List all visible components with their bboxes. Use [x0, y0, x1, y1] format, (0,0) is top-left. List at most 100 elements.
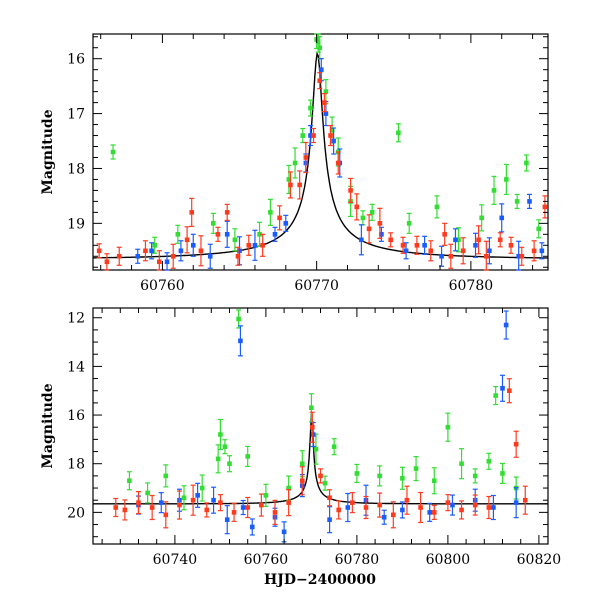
data-point-blue: [345, 492, 351, 523]
data-point-red: [260, 233, 266, 257]
point-marker: [215, 456, 221, 462]
point-marker: [164, 259, 170, 265]
top-panel-y-axis-label: Magnitude: [40, 109, 56, 194]
point-marker: [127, 478, 132, 484]
data-point-red: [245, 496, 251, 519]
point-marker: [317, 45, 323, 51]
point-marker: [310, 424, 315, 430]
data-point-green: [232, 228, 238, 252]
data-point-red: [231, 502, 237, 522]
point-marker: [379, 232, 384, 237]
y-tick-label: 12: [67, 311, 85, 327]
data-point-blue: [195, 482, 201, 508]
data-point-red: [149, 494, 155, 521]
point-marker: [522, 497, 528, 503]
x-tick-label: 60760: [140, 278, 185, 294]
point-marker: [315, 39, 321, 45]
data-point-green: [395, 123, 401, 143]
point-marker: [400, 243, 406, 248]
point-marker: [211, 497, 216, 503]
y-tick-label: 16: [67, 52, 85, 68]
point-marker: [300, 461, 305, 467]
data-point-green: [445, 412, 451, 442]
data-point-blue: [149, 242, 155, 260]
y-tick-label: 14: [67, 359, 85, 375]
data-point-blue: [503, 310, 509, 340]
data-point-red: [318, 468, 323, 484]
point-marker: [403, 248, 409, 254]
point-marker: [323, 111, 329, 116]
point-marker: [331, 444, 337, 449]
point-marker: [113, 505, 119, 510]
point-marker: [313, 446, 319, 452]
point-marker: [400, 476, 405, 481]
point-marker: [170, 253, 176, 259]
point-marker: [539, 248, 545, 254]
data-point-green: [222, 439, 228, 455]
point-marker: [163, 512, 169, 518]
point-marker: [268, 210, 273, 215]
point-marker: [286, 177, 292, 182]
data-point-red: [531, 240, 537, 262]
top-panel-model-layer: [93, 51, 548, 259]
data-point-red: [142, 240, 148, 262]
point-marker: [232, 237, 238, 243]
data-point-green: [152, 236, 158, 254]
point-marker: [222, 444, 228, 449]
point-marker: [473, 243, 478, 248]
top-panel: 60760 60770 60780 16 17 18 19 Magnitude: [40, 33, 549, 294]
point-marker: [448, 253, 454, 259]
point-marker: [263, 493, 269, 498]
data-point-red: [170, 243, 176, 269]
data-point-green: [300, 127, 306, 144]
data-point-blue: [486, 237, 492, 265]
point-marker: [486, 458, 492, 464]
point-marker: [400, 507, 405, 513]
data-point-green: [456, 227, 462, 253]
x-tick-label: 60780: [449, 278, 494, 294]
data-point-red: [272, 499, 278, 525]
data-point-red: [428, 240, 434, 262]
point-marker: [199, 485, 205, 491]
data-point-red: [297, 170, 303, 200]
point-marker: [500, 385, 505, 391]
point-marker: [377, 221, 383, 226]
data-point-green: [292, 147, 298, 179]
data-point-blue: [307, 124, 313, 147]
data-point-green: [210, 212, 216, 234]
data-point-red: [122, 499, 128, 521]
x-tick-label: 60820: [517, 552, 562, 568]
point-marker: [513, 500, 519, 505]
point-marker: [224, 232, 230, 237]
data-point-red: [328, 124, 334, 147]
data-point-red: [136, 491, 141, 515]
point-marker: [317, 78, 323, 83]
point-marker: [459, 507, 464, 513]
point-marker: [459, 461, 464, 467]
point-marker: [175, 232, 181, 237]
point-marker: [377, 502, 382, 508]
data-point-green: [175, 224, 181, 244]
data-point-green: [163, 464, 169, 488]
point-marker: [149, 505, 155, 510]
data-point-red: [486, 495, 492, 520]
data-point-red: [198, 235, 204, 267]
y-tick-label: 17: [67, 107, 85, 123]
point-marker: [116, 253, 122, 259]
data-point-blue: [473, 232, 479, 258]
point-marker: [507, 388, 512, 394]
point-marker: [231, 510, 237, 515]
data-point-red: [113, 497, 119, 518]
bottom-panel-model-layer: [93, 413, 548, 505]
point-marker: [354, 471, 360, 476]
point-marker: [224, 517, 230, 522]
data-point-red: [277, 205, 283, 231]
point-marker: [327, 517, 332, 522]
data-point-green: [145, 482, 151, 504]
point-marker: [428, 248, 434, 254]
point-marker: [300, 133, 306, 138]
data-point-red: [327, 489, 333, 507]
point-marker: [396, 130, 401, 136]
point-marker: [491, 505, 496, 510]
data-point-red: [483, 240, 489, 271]
